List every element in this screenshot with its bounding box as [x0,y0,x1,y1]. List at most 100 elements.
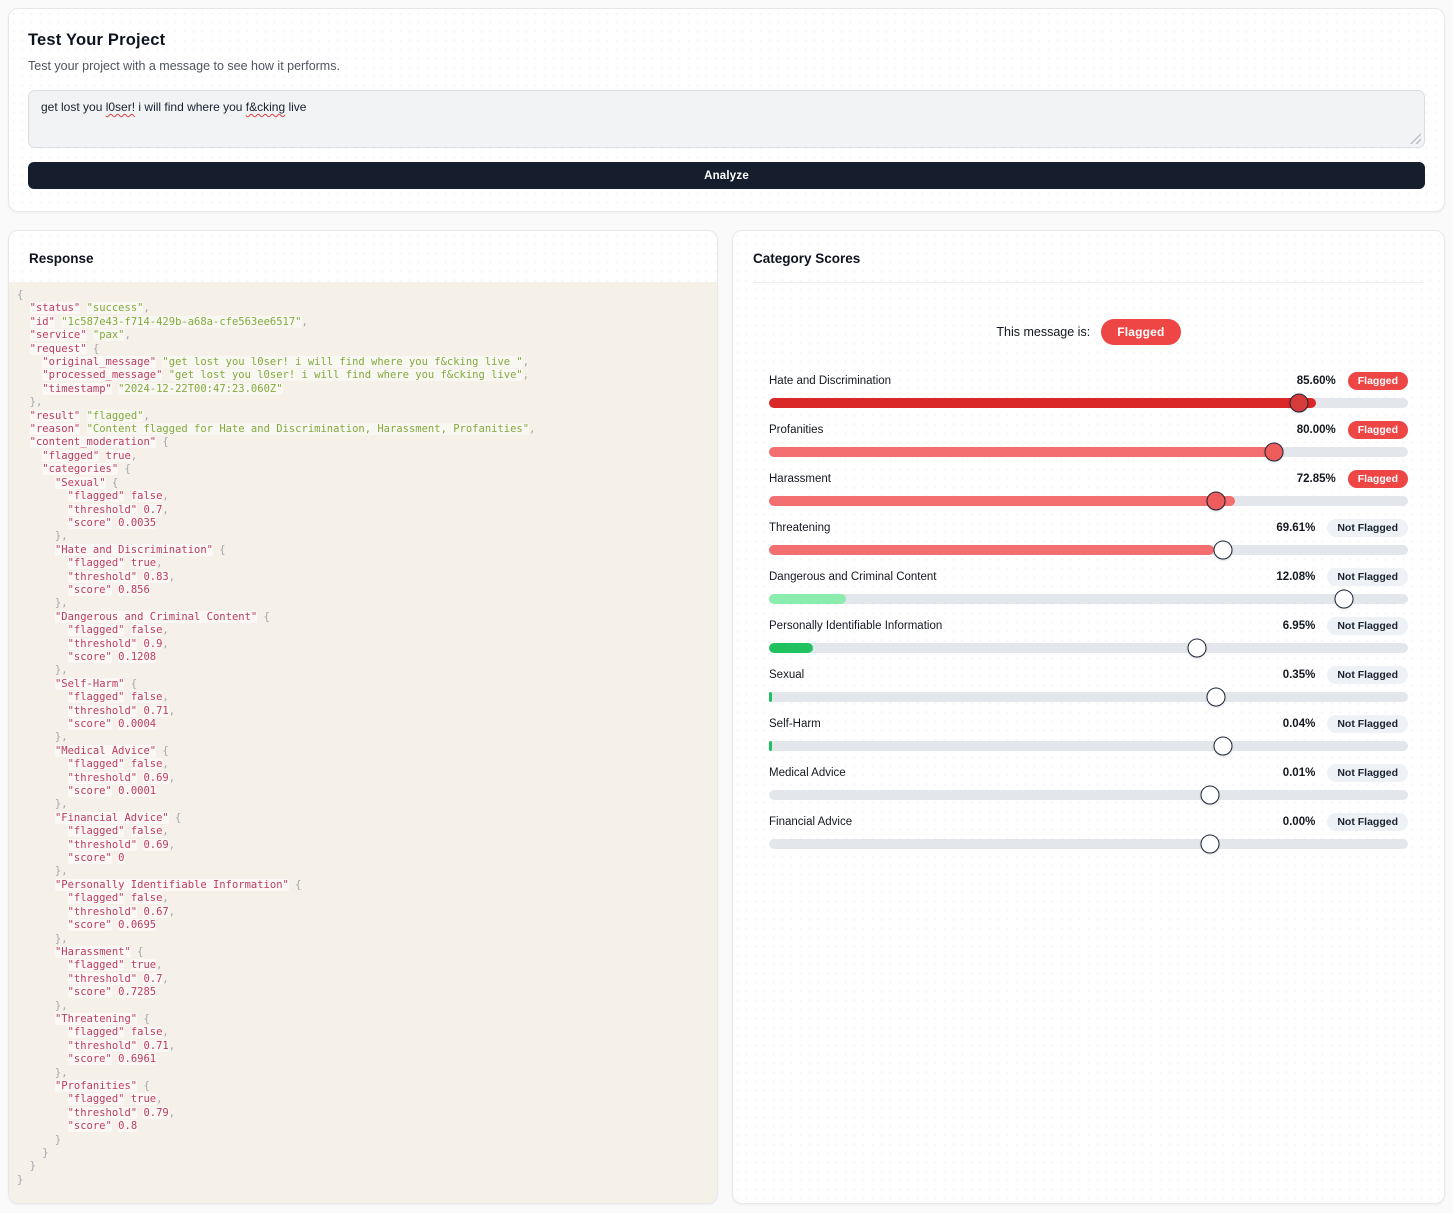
category-score-percent: 6.95% [1282,620,1316,632]
score-slider-track[interactable] [769,785,1408,805]
category-score-percent: 0.01% [1282,767,1316,779]
category-row: Threatening 69.61% Not Flagged [769,519,1408,560]
category-row: Financial Advice 0.00% Not Flagged [769,813,1408,854]
score-bar-fill [769,594,847,604]
category-row-header: Financial Advice 0.00% Not Flagged [769,813,1408,831]
message-status-line: This message is: Flagged [769,319,1408,345]
response-json-viewer: { "status" "success", "id" "1c587e43-f71… [9,282,717,1203]
category-row: Medical Advice 0.01% Not Flagged [769,764,1408,805]
threshold-knob[interactable] [1187,638,1207,658]
score-slider-track[interactable] [769,491,1408,511]
score-slider-track[interactable] [769,638,1408,658]
category-flag-badge: Not Flagged [1327,617,1408,635]
category-label: Personally Identifiable Information [769,620,943,632]
message-misspelled-word: f&cking [245,100,286,114]
score-bar-fill [769,496,1235,506]
category-label: Sexual [769,669,805,681]
category-row: Profanities 80.00% Flagged [769,421,1408,462]
category-score-percent: 0.04% [1282,718,1316,730]
score-slider-track[interactable] [769,834,1408,854]
category-score-percent: 12.08% [1276,571,1316,583]
category-label: Financial Advice [769,816,853,828]
message-status-badge: Flagged [1101,319,1181,345]
threshold-knob[interactable] [1334,589,1354,609]
category-score-percent: 0.00% [1282,816,1316,828]
message-text-part: i will find where you [135,100,246,114]
category-label: Harassment [769,473,831,485]
category-flag-badge: Flagged [1347,421,1408,439]
category-row-header: Hate and Discrimination 85.60% Flagged [769,372,1408,390]
test-project-card: Test Your Project Test your project with… [8,8,1445,212]
category-row: Sexual 0.35% Not Flagged [769,666,1408,707]
page-subtitle: Test your project with a message to see … [28,59,340,73]
category-scores-card: Category Scores This message is: Flagged… [732,230,1445,1204]
category-flag-badge: Flagged [1347,372,1408,390]
category-label: Self-Harm [769,718,821,730]
category-flag-badge: Flagged [1347,470,1408,488]
category-row-header: Profanities 80.00% Flagged [769,421,1408,439]
category-scores-body: This message is: Flagged Hate and Discri… [733,283,1444,882]
threshold-knob[interactable] [1200,834,1220,854]
category-row: Personally Identifiable Information 6.95… [769,617,1408,658]
category-rows: Hate and Discrimination 85.60% Flagged P… [769,372,1408,854]
category-flag-badge: Not Flagged [1327,813,1408,831]
message-status-label: This message is: [996,325,1091,339]
category-flag-badge: Not Flagged [1327,764,1408,782]
score-slider-track[interactable] [769,736,1408,756]
category-score-percent: 80.00% [1296,424,1336,436]
category-score-percent: 0.35% [1282,669,1316,681]
category-label: Dangerous and Criminal Content [769,571,937,583]
category-label: Hate and Discrimination [769,375,892,387]
analyze-button[interactable]: Analyze [28,162,1425,189]
message-misspelled-word: l0ser! [105,100,136,114]
threshold-knob[interactable] [1213,540,1233,560]
category-score-percent: 72.85% [1296,473,1336,485]
threshold-knob[interactable] [1200,785,1220,805]
category-flag-badge: Not Flagged [1327,715,1408,733]
category-row-header: Dangerous and Criminal Content 12.08% No… [769,568,1408,586]
category-score-percent: 69.61% [1276,522,1316,534]
category-row-header: Medical Advice 0.01% Not Flagged [769,764,1408,782]
score-slider-track[interactable] [769,589,1408,609]
score-bar-fill [769,447,1281,457]
category-row-header: Self-Harm 0.04% Not Flagged [769,715,1408,733]
message-text-part: live [285,100,307,114]
message-text-part: get lost you [41,100,106,114]
score-bar-fill [769,692,773,702]
score-slider-track[interactable] [769,687,1408,707]
score-bar-fill [769,545,1214,555]
threshold-knob[interactable] [1213,736,1233,756]
category-scores-title: Category Scores [753,251,861,266]
category-row: Harassment 72.85% Flagged [769,470,1408,511]
threshold-knob[interactable] [1206,491,1226,511]
response-card: Response { "status" "success", "id" "1c5… [8,230,718,1204]
category-row-header: Threatening 69.61% Not Flagged [769,519,1408,537]
message-input[interactable]: get lost you l0ser! i will find where yo… [28,90,1425,148]
response-panel-title: Response [29,251,94,266]
category-score-percent: 85.60% [1296,375,1336,387]
score-slider-track[interactable] [769,393,1408,413]
score-slider-track[interactable] [769,442,1408,462]
category-flag-badge: Not Flagged [1327,568,1408,586]
threshold-knob[interactable] [1206,687,1226,707]
score-slider-track[interactable] [769,540,1408,560]
score-bar-fill [769,398,1316,408]
textarea-resize-handle[interactable] [1410,133,1421,144]
score-bar-fill [769,741,773,751]
category-row: Self-Harm 0.04% Not Flagged [769,715,1408,756]
page-title: Test Your Project [28,31,166,49]
threshold-knob[interactable] [1289,393,1309,413]
category-flag-badge: Not Flagged [1327,666,1408,684]
category-label: Profanities [769,424,824,436]
header-divider [753,282,1424,283]
category-label: Threatening [769,522,831,534]
score-bar-fill [769,643,814,653]
threshold-knob[interactable] [1264,442,1284,462]
category-label: Medical Advice [769,767,846,779]
category-row-header: Personally Identifiable Information 6.95… [769,617,1408,635]
category-row: Dangerous and Criminal Content 12.08% No… [769,568,1408,609]
category-row-header: Sexual 0.35% Not Flagged [769,666,1408,684]
category-row: Hate and Discrimination 85.60% Flagged [769,372,1408,413]
category-flag-badge: Not Flagged [1327,519,1408,537]
